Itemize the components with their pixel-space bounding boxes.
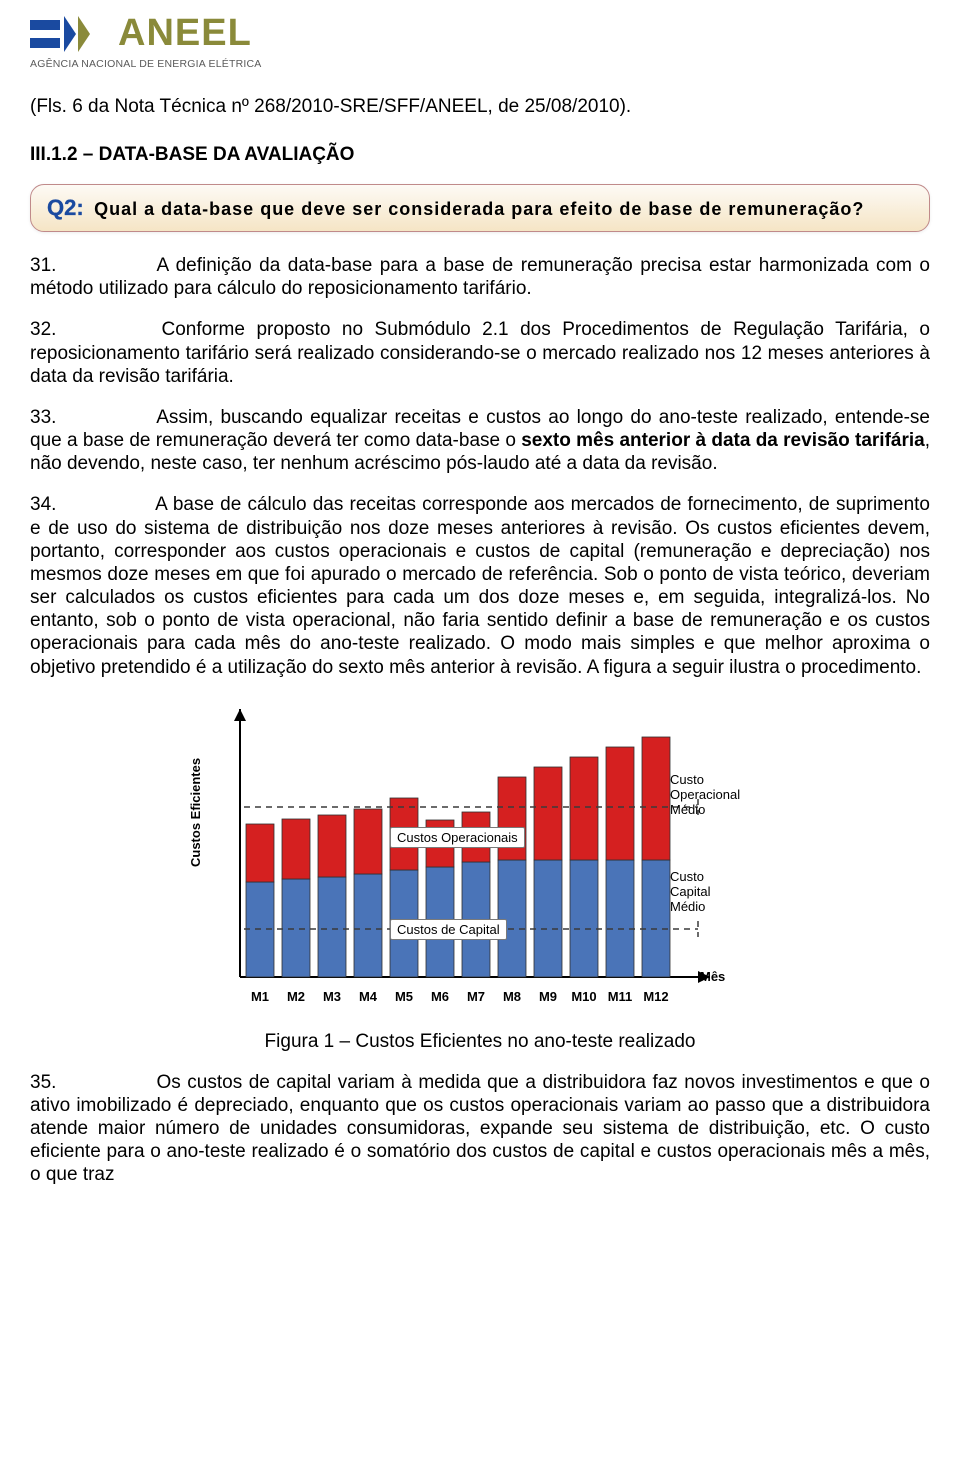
paragraph-33: 33. Assim, buscando equalizar receitas e… — [30, 406, 930, 476]
chart-x-tick: M6 — [425, 989, 455, 1004]
question-box: Q2: Qual a data-base que deve ser consid… — [30, 184, 930, 232]
chart-legend-operacional: CustoOperacionalMédio — [670, 772, 740, 818]
figure-caption: Figura 1 – Custos Eficientes no ano-test… — [30, 1031, 930, 1053]
chart-inner-label-capital: Custos de Capital — [390, 919, 507, 940]
para-num-31: 31. — [30, 254, 150, 277]
para-num-33: 33. — [30, 406, 150, 429]
paragraph-31: 31. A definição da data-base para a base… — [30, 254, 930, 300]
logo-mark-icon — [30, 14, 108, 54]
para-text-33-bold: sexto mês anterior à data da revisão tar… — [521, 430, 924, 451]
chart-x-tick: M12 — [641, 989, 671, 1004]
logo-subtitle: AGÊNCIA NACIONAL DE ENERGIA ELÉTRICA — [30, 58, 930, 70]
chart-x-tick: M2 — [281, 989, 311, 1004]
para-text-32: Conforme proposto no Submódulo 2.1 dos P… — [30, 319, 930, 386]
chart-x-tick: M4 — [353, 989, 383, 1004]
chart-svg — [200, 697, 760, 1017]
logo-text: ANEEL — [118, 12, 252, 55]
para-text-34: A base de cálculo das receitas correspon… — [30, 494, 930, 677]
chart-x-tick: M8 — [497, 989, 527, 1004]
question-label: Q2: — [47, 195, 84, 220]
chart-x-tick: M9 — [533, 989, 563, 1004]
chart-y-axis-label: Custos Eficientes — [188, 758, 203, 867]
para-num-35: 35. — [30, 1071, 150, 1094]
logo-block: ANEEL AGÊNCIA NACIONAL DE ENERGIA ELÉTRI… — [30, 12, 930, 70]
paragraph-35: 35. Os custos de capital variam à medida… — [30, 1071, 930, 1187]
chart-legend-capital: CustoCapitalMédio — [670, 869, 710, 915]
chart-x-tick: M11 — [605, 989, 635, 1004]
chart-x-tick: M3 — [317, 989, 347, 1004]
chart-x-tick: M7 — [461, 989, 491, 1004]
logo-row: ANEEL — [30, 12, 930, 55]
page-header: (Fls. 6 da Nota Técnica nº 268/2010-SRE/… — [30, 96, 930, 118]
para-num-34: 34. — [30, 493, 150, 516]
chart-x-tick: M5 — [389, 989, 419, 1004]
para-text-35: Os custos de capital variam à medida que… — [30, 1072, 930, 1186]
question-text: Qual a data-base que deve ser considerad… — [94, 199, 864, 219]
para-text-31: A definição da data-base para a base de … — [30, 255, 930, 299]
paragraph-34: 34. A base de cálculo das receitas corre… — [30, 493, 930, 678]
figure-1: Custos Eficientes Mês CustoOperacionalMé… — [200, 697, 760, 1017]
paragraph-32: 32. Conforme proposto no Submódulo 2.1 d… — [30, 318, 930, 388]
chart-x-tick: M1 — [245, 989, 275, 1004]
section-heading: III.1.2 – DATA-BASE DA AVALIAÇÃO — [30, 144, 930, 166]
chart-x-axis-label: Mês — [700, 969, 725, 984]
chart-inner-label-operacional: Custos Operacionais — [390, 827, 525, 848]
para-num-32: 32. — [30, 318, 150, 341]
chart-x-tick: M10 — [569, 989, 599, 1004]
